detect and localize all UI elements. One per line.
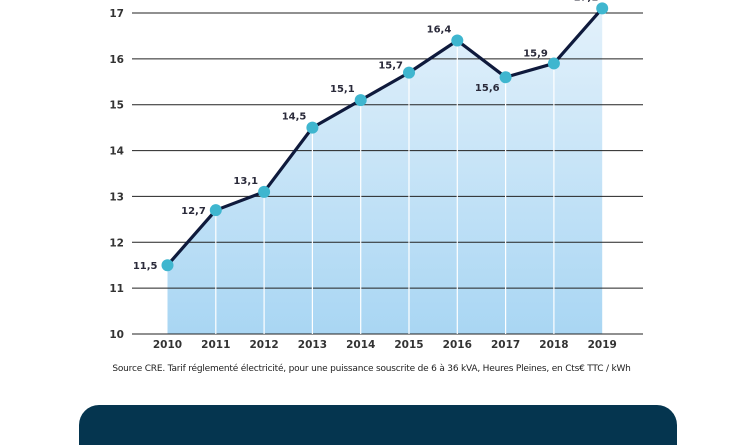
vertical-lines-layer bbox=[215, 40, 555, 334]
x-tick-label: 2014 bbox=[346, 339, 375, 351]
data-label: 14,5 bbox=[282, 112, 307, 123]
x-tick-label: 2015 bbox=[394, 339, 423, 351]
x-tick-label: 2019 bbox=[588, 339, 617, 351]
data-point bbox=[161, 259, 174, 272]
data-point bbox=[403, 66, 415, 79]
y-tick-label: 10 bbox=[109, 329, 124, 341]
y-tick-label: 17 bbox=[109, 8, 124, 20]
y-tick-label: 12 bbox=[109, 237, 124, 249]
y-axis-ticks: 10 11 12 13 14 15 16 17 bbox=[109, 8, 124, 341]
x-tick-label: 2012 bbox=[249, 339, 278, 351]
data-label: 16,4 bbox=[427, 25, 452, 36]
data-label: 17,1 bbox=[574, 0, 599, 3]
data-label-layer: 11,5 12,7 13,1 14,5 15,1 15,7 16,4 15,6 15,9 17,1 bbox=[133, 0, 598, 272]
x-tick-label: 2010 bbox=[153, 339, 182, 351]
y-tick-label: 13 bbox=[109, 191, 124, 203]
x-axis-ticks: 2010 2011 2012 2013 2014 2015 2016 2017 2018 2019 bbox=[153, 339, 617, 351]
data-point bbox=[596, 2, 609, 15]
area-layer bbox=[167, 8, 603, 335]
y-tick-label: 15 bbox=[109, 100, 124, 112]
data-label: 15,1 bbox=[330, 84, 355, 95]
x-tick-label: 2016 bbox=[443, 339, 472, 351]
source-note: Source CRE. Tarif réglementé électricité… bbox=[112, 364, 631, 374]
data-point bbox=[306, 121, 319, 134]
data-point bbox=[354, 94, 367, 107]
series-line bbox=[166, 7, 604, 267]
x-tick-label: 2013 bbox=[298, 339, 327, 351]
data-label: 15,7 bbox=[378, 61, 403, 72]
y-tick-label: 14 bbox=[109, 146, 124, 158]
data-point bbox=[258, 185, 271, 198]
price-chart: 11,5 12,7 13,1 14,5 15,1 15,7 16,4 15,6 15,9 17,1… bbox=[109, 0, 643, 351]
bottom-banner bbox=[79, 405, 677, 445]
data-label: 12,7 bbox=[181, 206, 206, 217]
data-label: 13,1 bbox=[233, 176, 258, 187]
data-point bbox=[499, 71, 512, 84]
y-tick-label: 16 bbox=[109, 54, 124, 66]
marker-layer bbox=[161, 2, 609, 272]
data-point bbox=[451, 34, 464, 47]
data-point bbox=[209, 204, 222, 217]
grid-layer bbox=[132, 12, 643, 335]
data-point bbox=[547, 57, 560, 70]
x-tick-label: 2011 bbox=[201, 339, 230, 351]
data-label: 15,9 bbox=[523, 48, 548, 59]
data-label: 11,5 bbox=[133, 261, 158, 272]
area-fill bbox=[167, 8, 603, 335]
x-tick-label: 2018 bbox=[539, 339, 568, 351]
line-layer bbox=[166, 7, 604, 267]
data-label: 15,6 bbox=[475, 83, 500, 94]
x-tick-label: 2017 bbox=[491, 339, 520, 351]
y-tick-label: 11 bbox=[109, 283, 124, 295]
